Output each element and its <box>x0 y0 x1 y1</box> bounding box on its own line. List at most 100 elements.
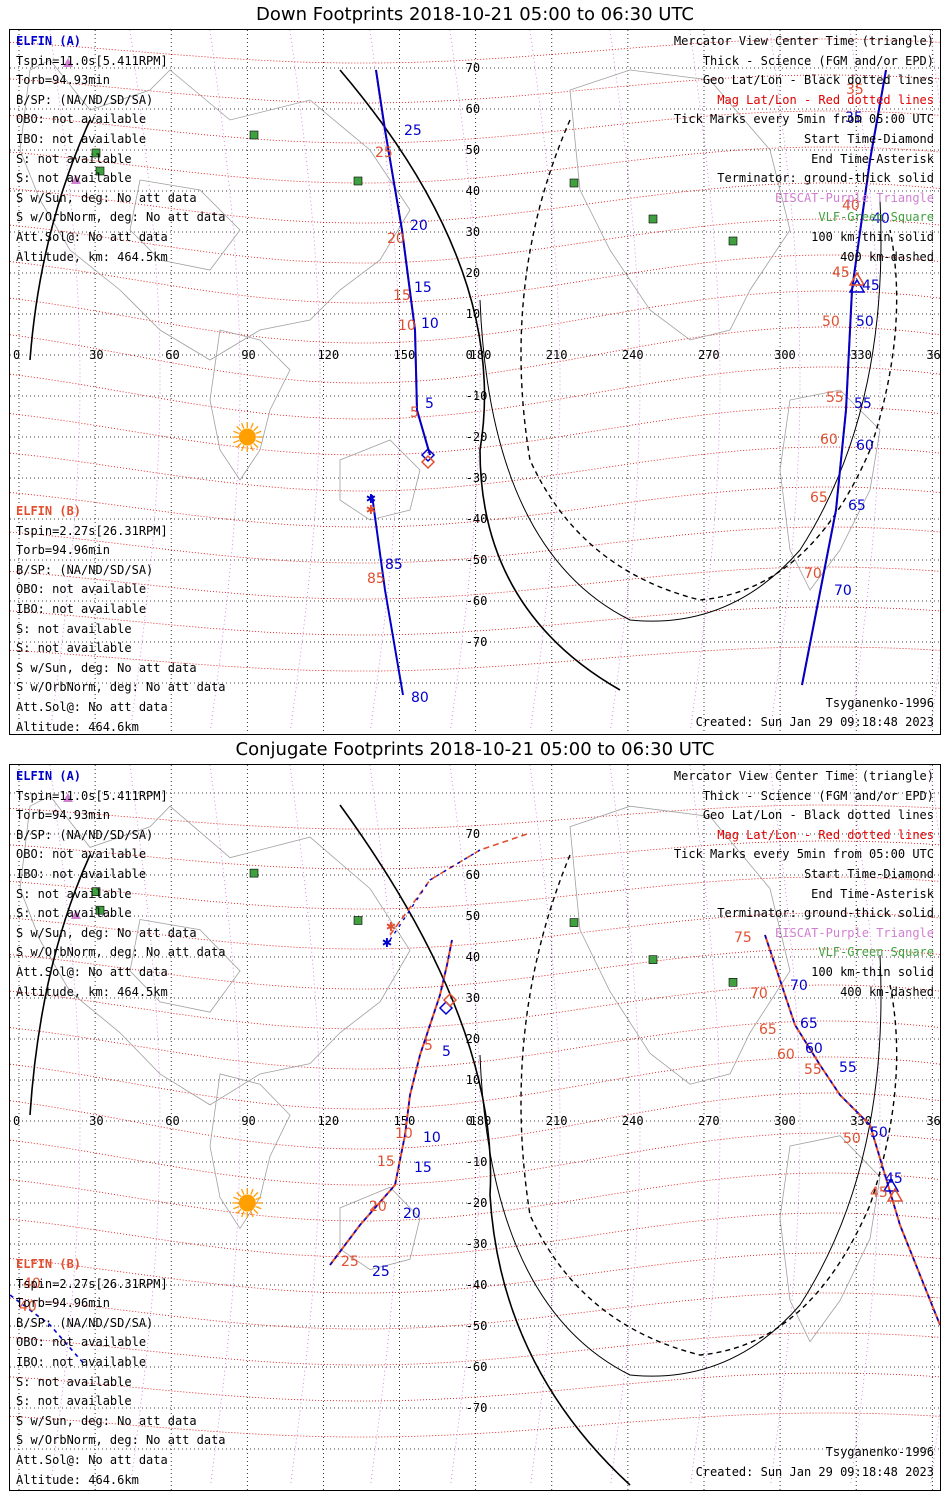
legend-line: Mag Lat/Lon - Red dotted lines <box>717 92 934 107</box>
lat-tick-label: -40 <box>466 1278 488 1292</box>
lon-tick-label: 90 <box>241 1114 255 1128</box>
continent-outline <box>129 919 241 1013</box>
sun-ray <box>233 1196 240 1201</box>
center-triangle <box>886 1187 904 1202</box>
lat-tick-label: 50 <box>466 143 480 157</box>
lon-tick-label: 300 <box>774 348 796 362</box>
track-b-tick-label: 60 <box>820 432 838 448</box>
terminator-ground <box>29 854 91 1116</box>
track-a-tick-label: 20 <box>410 218 428 234</box>
start-diamond <box>420 447 436 463</box>
track-a-tick-label: 70 <box>790 978 808 994</box>
info-elfin-b-line: Torb=94.96min <box>16 1296 110 1311</box>
track-a-tick-label: 65 <box>800 1016 818 1032</box>
track-b-tick-label: 5 <box>410 405 419 421</box>
track-a-tick-label: 55 <box>854 396 872 412</box>
mag-parallel <box>10 948 940 990</box>
track-b-tick-label: 60 <box>777 1047 795 1063</box>
vlf-station-square <box>353 176 363 186</box>
mag-parallel <box>10 406 940 456</box>
continent-outline <box>779 1135 881 1343</box>
legend: Mercator View Center Time (triangle) Thic… <box>674 32 934 267</box>
track-b-tick-label: 15 <box>377 1154 395 1170</box>
info-elfin-a-line: S w/Sun, deg: No att data <box>16 925 197 940</box>
map-panel-down: 0306090120150180210240270300330360706050… <box>9 29 941 735</box>
continent-outline <box>569 69 791 341</box>
mag-parallel <box>10 110 940 144</box>
info-elfin-b: ELFIN (B) Tspin=2.27s[26.31RPM] Torb=94.96… <box>16 1255 226 1490</box>
track-b-tick-label: 10 <box>395 1126 413 1142</box>
legend-line: EISCAT-Purple Triangle <box>775 190 934 205</box>
info-elfin-b-line: Altitude: 464.6km <box>16 1472 139 1487</box>
mag-grid <box>10 765 940 1486</box>
start-diamond <box>438 1000 454 1016</box>
eiscat-triangle <box>63 58 73 67</box>
lon-tick-label: 0 <box>13 1114 20 1128</box>
track-b-tick-label: 20 <box>387 231 405 247</box>
eiscat-triangle <box>63 793 73 802</box>
info-elfin-b-line: Tspin=2.27s[26.31RPM] <box>16 1276 168 1291</box>
info-elfin-b-line: S: not available <box>16 1374 132 1389</box>
terminator <box>29 804 898 1486</box>
track-a-tick-label: 45 <box>862 278 880 294</box>
track-a-tick-label: 25 <box>404 123 422 139</box>
track-a-tick-label: 60 <box>856 438 874 454</box>
info-elfin-a-line: IBO: not available <box>16 131 147 146</box>
vlf-station-square <box>95 166 105 176</box>
lon-tick-label: 210 <box>546 348 568 362</box>
mag-meridian <box>609 765 641 1486</box>
legend-line: EISCAT-Purple Triangle <box>775 925 934 940</box>
info-elfin-a-line: Torb=94.93min <box>16 73 110 88</box>
track-b-tick-label: 10 <box>398 318 416 334</box>
mag-parallel <box>10 1412 940 1438</box>
lon-tick-label: 90 <box>241 348 255 362</box>
mag-parallel <box>10 486 940 528</box>
info-elfin-b-line: S w/Sun, deg: No att data <box>16 1413 197 1428</box>
mag-meridian <box>609 30 641 731</box>
lat-tick-label: -50 <box>466 553 488 567</box>
info-elfin-a-line: IBO: not available <box>16 866 147 881</box>
info-elfin-b-line: Altitude: 464.6km <box>16 719 139 734</box>
info-elfin-a-line: B/SP: (NA/ND/SD/SA) <box>16 92 154 107</box>
mag-parallel <box>10 984 940 1030</box>
lon-tick-label: 210 <box>546 1114 568 1128</box>
created-label: Created: Sun Jan 29 09:18:48 2023 <box>695 715 934 729</box>
end-asterisk: ✱ <box>382 932 392 951</box>
info-elfin-b-line: B/SP: (NA/ND/SD/SA) <box>16 1315 154 1330</box>
elfin-a-track <box>371 494 404 696</box>
info-elfin-b-line: S w/OrbNorm, deg: No att data <box>16 680 226 695</box>
lat-tick-label: -10 <box>466 1155 488 1169</box>
elfin-a-header: ELFIN (A) <box>16 34 82 48</box>
info-elfin-b-line: S: not available <box>16 621 132 636</box>
legend-line: Terminator: ground-thick solid <box>717 906 934 921</box>
legend-line: Start Time-Diamond <box>803 866 934 881</box>
elfin-b-track <box>389 832 531 936</box>
continent-outline <box>569 805 791 1085</box>
elfin-b-header: ELFIN (B) <box>16 1257 82 1271</box>
mag-parallel <box>10 804 940 830</box>
track-a-tick-label: 5 <box>425 396 434 412</box>
range-100km <box>479 199 882 622</box>
legend-line: End Time-Asterisk <box>811 886 934 901</box>
sun-ray <box>236 425 242 432</box>
lat-tick-label: 20 <box>466 1032 480 1046</box>
lat-tick-label: 60 <box>466 102 480 116</box>
lat-tick-label: 60 <box>466 868 480 882</box>
continents <box>19 795 881 1343</box>
track-b-tick-label: 40 <box>23 1276 41 1292</box>
elfin-b-track <box>764 934 940 1326</box>
mag-parallel <box>10 366 940 420</box>
sun-disk <box>238 428 256 446</box>
terminator <box>29 69 898 691</box>
track-a-tick-label: 5 <box>442 1044 451 1060</box>
vlf-station-square <box>95 905 105 915</box>
vlf-station-square <box>648 214 658 224</box>
sun-ray <box>240 1188 245 1195</box>
info-elfin-b-line: Att.Sol@: No att data <box>16 1452 168 1467</box>
info-elfin-b-line: OBO: not available <box>16 582 147 597</box>
mag-meridian <box>369 765 401 1486</box>
lon-tick-label: 150 <box>394 348 416 362</box>
sun-ray <box>253 1191 259 1198</box>
lat-tick-label: -40 <box>466 512 488 526</box>
elfin-a-track <box>375 69 431 456</box>
